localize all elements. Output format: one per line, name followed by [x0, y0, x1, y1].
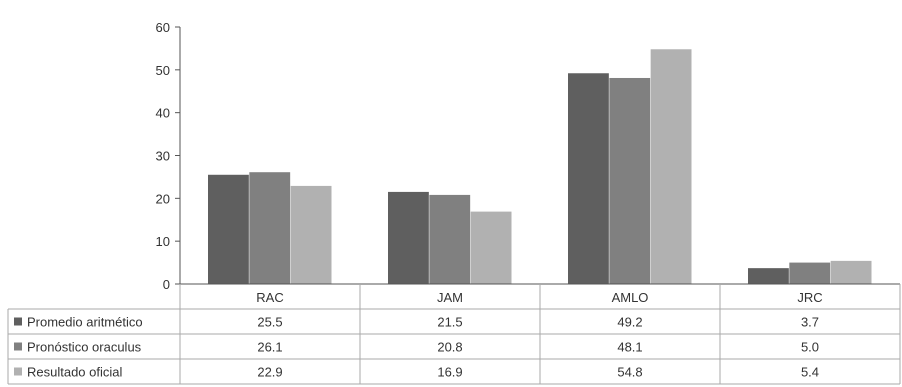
data-label: 16.9 [437, 365, 462, 380]
data-label: 5.4 [801, 365, 819, 380]
bars-layer [208, 49, 872, 285]
data-table: RAC JAM AMLO JRC Promedio aritmético 25.5 21.5… [7, 283, 901, 385]
bar [388, 191, 429, 284]
bar [748, 268, 789, 284]
legend-label: Pronóstico oraculus [27, 340, 142, 355]
axis-layer: 0 10 20 30 40 50 60 [156, 20, 181, 292]
bar [789, 262, 831, 284]
data-label: 49.2 [617, 315, 642, 330]
data-label: 21.5 [437, 315, 462, 330]
data-label: 5.0 [801, 340, 819, 355]
y-tick-label: 50 [156, 63, 170, 78]
legend-swatch [14, 342, 22, 351]
data-label: 3.7 [801, 315, 819, 330]
bar [290, 185, 332, 284]
bar [470, 211, 512, 284]
bar [429, 194, 471, 284]
category-label: RAC [256, 290, 283, 305]
data-label: 20.8 [437, 340, 462, 355]
bar [568, 73, 609, 284]
bar [830, 260, 872, 284]
data-label: 48.1 [617, 340, 642, 355]
data-label: 54.8 [617, 365, 642, 380]
y-tick-label: 0 [163, 277, 170, 292]
legend-label: Resultado oficial [27, 365, 122, 380]
y-tick-label: 30 [156, 149, 170, 164]
y-tick-label: 10 [156, 234, 170, 249]
bar [609, 77, 651, 284]
data-label: 26.1 [257, 340, 282, 355]
bar [650, 49, 692, 285]
category-label: JAM [437, 290, 463, 305]
data-label: 22.9 [257, 365, 282, 380]
category-label: JRC [797, 290, 822, 305]
legend-swatch [14, 367, 22, 376]
legend-label: Promedio aritmético [27, 315, 143, 330]
category-label: AMLO [612, 290, 649, 305]
bar [208, 174, 249, 284]
y-tick-label: 60 [156, 20, 170, 35]
y-tick-label: 20 [156, 191, 170, 206]
legend-swatch [14, 317, 22, 326]
y-tick-label: 40 [156, 106, 170, 121]
bar [249, 172, 291, 284]
data-label: 25.5 [257, 315, 282, 330]
